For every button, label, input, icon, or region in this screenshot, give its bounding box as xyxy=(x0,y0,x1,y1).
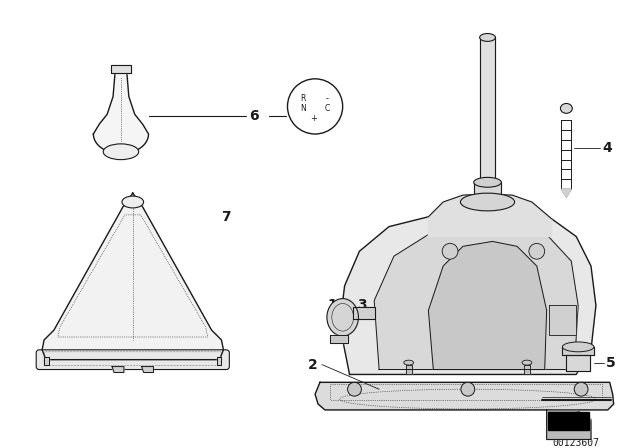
Ellipse shape xyxy=(561,103,572,113)
Circle shape xyxy=(287,79,342,134)
Text: R: R xyxy=(301,94,306,103)
Text: 5: 5 xyxy=(606,356,616,370)
Polygon shape xyxy=(374,234,578,370)
Polygon shape xyxy=(111,65,131,73)
Polygon shape xyxy=(315,382,614,410)
Polygon shape xyxy=(524,365,530,375)
Ellipse shape xyxy=(479,34,495,41)
Polygon shape xyxy=(353,307,375,319)
Polygon shape xyxy=(330,335,348,343)
Polygon shape xyxy=(479,38,495,182)
Circle shape xyxy=(442,243,458,259)
Polygon shape xyxy=(566,355,590,370)
Circle shape xyxy=(529,243,545,259)
Ellipse shape xyxy=(474,177,501,187)
Polygon shape xyxy=(576,410,591,420)
Text: 6: 6 xyxy=(249,109,259,123)
Text: -: - xyxy=(325,94,328,103)
Polygon shape xyxy=(561,189,572,197)
Circle shape xyxy=(461,382,475,396)
Text: 4: 4 xyxy=(603,141,612,155)
Polygon shape xyxy=(428,241,547,370)
Polygon shape xyxy=(216,357,221,365)
Ellipse shape xyxy=(103,144,139,159)
FancyBboxPatch shape xyxy=(36,350,229,370)
Polygon shape xyxy=(42,193,223,360)
Text: +: + xyxy=(310,114,317,123)
Text: 3: 3 xyxy=(358,298,367,312)
Circle shape xyxy=(574,382,588,396)
Ellipse shape xyxy=(563,342,594,352)
Polygon shape xyxy=(44,357,49,365)
Circle shape xyxy=(348,382,362,396)
Ellipse shape xyxy=(122,196,143,208)
Polygon shape xyxy=(563,347,594,355)
Ellipse shape xyxy=(327,298,358,336)
Polygon shape xyxy=(93,73,148,154)
Text: 7: 7 xyxy=(221,210,231,224)
Polygon shape xyxy=(474,182,501,194)
Ellipse shape xyxy=(460,193,515,211)
Text: 2: 2 xyxy=(308,358,318,371)
Polygon shape xyxy=(141,366,154,372)
Polygon shape xyxy=(428,194,552,237)
Polygon shape xyxy=(548,306,576,335)
Ellipse shape xyxy=(522,360,532,365)
Ellipse shape xyxy=(404,360,413,365)
Polygon shape xyxy=(340,212,596,375)
Polygon shape xyxy=(406,365,412,375)
Polygon shape xyxy=(548,412,589,430)
Text: 1: 1 xyxy=(328,298,338,312)
Text: 00123607: 00123607 xyxy=(553,439,600,448)
Polygon shape xyxy=(112,366,124,372)
Polygon shape xyxy=(547,410,591,439)
Text: C: C xyxy=(324,104,330,113)
Text: N: N xyxy=(300,104,306,113)
